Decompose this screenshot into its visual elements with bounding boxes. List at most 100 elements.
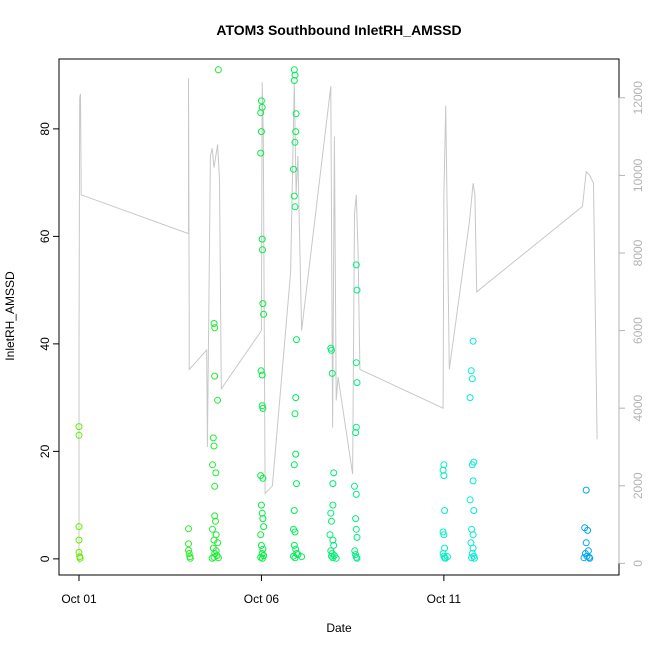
data-point [468, 461, 476, 469]
data-point [332, 554, 340, 562]
y-right-tick-label: 10000 [631, 158, 645, 192]
y-axis-label: InletRH_AMSSD [3, 271, 17, 361]
data-point [260, 523, 268, 531]
data-point [580, 554, 588, 562]
y-right-tick-label: 12000 [631, 81, 645, 115]
data-point [353, 286, 361, 294]
data-point [259, 554, 266, 562]
data-point [440, 472, 448, 480]
data-point [257, 501, 265, 509]
y-right-tick-label: 4000 [631, 395, 645, 422]
data-point [259, 246, 266, 254]
data-point [211, 324, 219, 332]
data-point [328, 550, 336, 557]
x-axis-label: Date [326, 621, 352, 635]
data-point [185, 550, 193, 557]
data-point [211, 372, 219, 380]
data-point [290, 507, 298, 514]
data-point [330, 541, 338, 549]
data-point [291, 71, 299, 79]
data-point [471, 554, 478, 562]
data-point [444, 553, 451, 561]
data-point [185, 546, 192, 554]
y-right-tick-label: 8000 [631, 239, 645, 266]
data-point [212, 469, 220, 477]
altitude-line-layer [78, 78, 598, 564]
data-point [260, 310, 268, 318]
data-point [352, 429, 360, 437]
data-point [585, 553, 593, 561]
y-right-tick-label: 0 [631, 560, 645, 567]
data-point [353, 379, 361, 387]
data-point [352, 490, 360, 498]
data-point [351, 482, 358, 490]
data-point [75, 423, 83, 431]
y-right-tick-label: 6000 [631, 317, 645, 344]
data-point [257, 109, 265, 117]
data-point [468, 375, 476, 383]
data-point [292, 110, 300, 118]
data-point [353, 554, 361, 562]
data-point [257, 128, 265, 136]
data-point [466, 394, 474, 402]
data-point [76, 554, 84, 562]
y-tick-label: 20 [38, 444, 52, 458]
data-point [214, 66, 222, 74]
data-point [351, 547, 359, 555]
data-point [298, 553, 306, 561]
data-point [210, 320, 218, 327]
data-point [467, 367, 475, 375]
data-point [584, 526, 592, 534]
data-point [293, 336, 300, 344]
data-point [353, 533, 361, 541]
data-point [257, 531, 265, 539]
data-point [441, 554, 449, 562]
y-tick-label: 80 [38, 122, 52, 136]
data-point [208, 554, 216, 562]
data-point [258, 371, 266, 379]
data-point [328, 517, 335, 525]
data-point [441, 507, 449, 514]
axes-layer: 0 20 40 60 80 0 2000 4000 6000 8000 10000 12000 Oct … [38, 81, 645, 606]
data-point [258, 509, 266, 517]
data-point [352, 551, 360, 559]
data-point [75, 523, 83, 531]
x-tick-label: Oct 01 [61, 592, 97, 606]
data-points-layer [75, 66, 594, 562]
data-point [469, 531, 477, 539]
data-point [469, 337, 477, 345]
data-point [75, 536, 83, 544]
y-right-tick-label: 2000 [631, 472, 645, 499]
data-point [352, 423, 360, 431]
data-point [211, 512, 219, 520]
data-point [469, 544, 477, 552]
data-point [259, 300, 267, 308]
chart-title: ATOM3 Southbound InletRH_AMSSD [216, 22, 461, 38]
data-point [291, 410, 299, 418]
data-point [209, 434, 217, 442]
y-tick-label: 60 [38, 229, 52, 243]
data-point [186, 554, 194, 562]
x-tick-label: Oct 06 [244, 592, 280, 606]
data-point [440, 461, 448, 469]
data-point [352, 359, 360, 367]
data-point [440, 531, 448, 539]
data-point [290, 77, 298, 84]
data-point [292, 450, 300, 458]
data-point [329, 536, 337, 544]
data-point [290, 541, 298, 549]
data-point [75, 431, 83, 439]
data-point [209, 461, 216, 469]
data-point [257, 367, 265, 375]
data-point [211, 482, 219, 490]
data-point [185, 540, 192, 548]
data-point [352, 261, 360, 269]
data-point [327, 509, 335, 517]
data-point [328, 346, 335, 354]
data-point [290, 192, 298, 200]
data-point [185, 525, 192, 533]
data-point [290, 165, 297, 173]
data-point [259, 474, 267, 482]
